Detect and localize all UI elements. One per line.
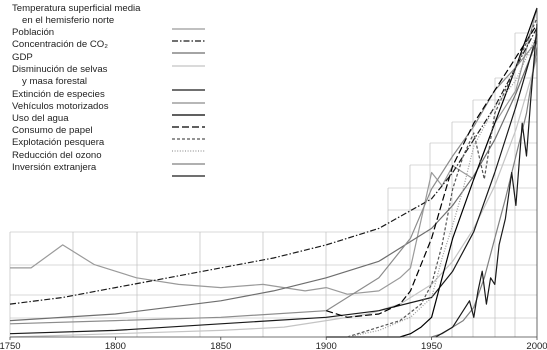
series-line-1 bbox=[9, 27, 538, 305]
series-line-9 bbox=[347, 34, 538, 338]
series-lines bbox=[9, 7, 538, 338]
legend-label-4-1: y masa forestal bbox=[22, 76, 87, 87]
legend-label-11: Inversión extranjera bbox=[12, 162, 97, 173]
series-line-4 bbox=[9, 34, 538, 335]
series-line-2 bbox=[9, 40, 538, 322]
legend-label-6: Vehículos motorizados bbox=[12, 101, 109, 112]
series-line-10 bbox=[431, 47, 538, 338]
legend-label-3: GDP bbox=[12, 52, 33, 63]
x-tick-label-1850: 1850 bbox=[210, 341, 231, 350]
x-axis: 1750 1800 1850 1900 1950 2000 bbox=[0, 8, 547, 350]
x-tick-label-2000: 2000 bbox=[526, 341, 547, 350]
legend-label-8: Consumo de papel bbox=[12, 125, 93, 136]
series-line-7 bbox=[326, 24, 538, 318]
legend-label-10: Reducción del ozono bbox=[12, 150, 102, 161]
series-line-11 bbox=[435, 24, 538, 338]
legend-label-7: Uso del agua bbox=[12, 113, 69, 124]
x-tick-label-1800: 1800 bbox=[105, 341, 126, 350]
legend-label-0: Temperatura superficial media bbox=[12, 3, 141, 14]
series-line-0 bbox=[10, 7, 538, 295]
series-line-8 bbox=[347, 17, 538, 338]
x-tick-label-1950: 1950 bbox=[421, 341, 442, 350]
x-tick-label-1750: 1750 bbox=[0, 341, 21, 350]
series-line-3 bbox=[9, 57, 538, 338]
legend-label-5: Extinción de especies bbox=[12, 89, 105, 100]
legend-label-0-1: en el hemisferio norte bbox=[22, 15, 114, 26]
legend-label-9: Explotación pesquera bbox=[12, 137, 105, 148]
legend-label-4: Disminución de selvas bbox=[12, 64, 108, 75]
legend-label-1: Población bbox=[12, 27, 54, 38]
legend-label-2: Concentración de CO₂ bbox=[12, 39, 108, 50]
series-line-5 bbox=[9, 40, 538, 325]
x-tick-label-1900: 1900 bbox=[316, 341, 337, 350]
